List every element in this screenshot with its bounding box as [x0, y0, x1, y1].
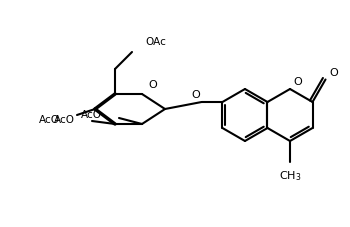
Text: OAc: OAc	[145, 37, 166, 47]
Text: O: O	[329, 68, 338, 78]
Text: O: O	[191, 90, 199, 100]
Text: AcO: AcO	[39, 114, 60, 124]
Text: AcO: AcO	[81, 109, 102, 119]
Text: AcO: AcO	[54, 114, 75, 124]
Text: CH$_3$: CH$_3$	[279, 168, 301, 182]
Text: O: O	[293, 77, 302, 87]
Text: O: O	[148, 80, 157, 90]
